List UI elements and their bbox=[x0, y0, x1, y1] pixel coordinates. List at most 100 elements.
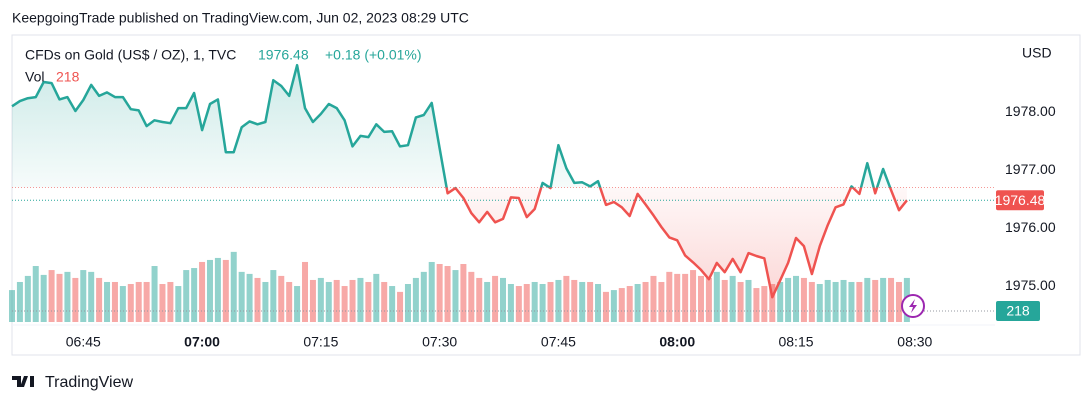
x-tick-label: 07:30 bbox=[422, 334, 457, 350]
volume-bar bbox=[32, 266, 39, 322]
volume-bar bbox=[531, 281, 538, 322]
volume-bar bbox=[515, 286, 522, 322]
volume-bar bbox=[206, 259, 213, 322]
volume-bar bbox=[737, 281, 744, 322]
volume-bar bbox=[167, 281, 174, 322]
volume-bar bbox=[254, 277, 261, 322]
volume-bar bbox=[214, 257, 221, 322]
volume-bar bbox=[420, 271, 427, 322]
volume-bar bbox=[230, 251, 237, 322]
x-tick-label: 07:00 bbox=[184, 334, 220, 350]
volume-bar bbox=[389, 286, 396, 322]
x-tick-label: 08:00 bbox=[659, 334, 695, 350]
x-tick-label: 07:45 bbox=[541, 334, 576, 350]
volume-bar bbox=[500, 277, 506, 322]
volume-bar bbox=[183, 270, 190, 322]
volume-bar bbox=[753, 288, 760, 322]
volume-bar bbox=[64, 271, 71, 322]
volume-bar bbox=[373, 273, 380, 322]
volume-bar bbox=[24, 275, 31, 322]
volume-bar bbox=[507, 284, 514, 322]
volume-bar bbox=[769, 284, 776, 322]
x-tick-label: 07:15 bbox=[303, 334, 338, 350]
volume-bar bbox=[793, 275, 800, 322]
volume-bar bbox=[294, 286, 301, 322]
volume-bar bbox=[674, 273, 681, 322]
volume-bar bbox=[523, 284, 530, 322]
volume-bar bbox=[56, 273, 63, 322]
last-price-badge bbox=[996, 190, 1044, 211]
legend-change: +0.18 (+0.01%) bbox=[325, 47, 422, 63]
volume-bar bbox=[9, 290, 15, 322]
legend-volume-value: 218 bbox=[56, 69, 80, 85]
volume-bar bbox=[539, 284, 546, 322]
volume-bar bbox=[476, 277, 483, 322]
volume-bar bbox=[705, 277, 712, 322]
volume-bar bbox=[80, 270, 87, 322]
volume-bar bbox=[563, 275, 570, 322]
y-tick-label: 1978.00 bbox=[1005, 103, 1056, 119]
volume-bar bbox=[460, 264, 467, 322]
volume-bar bbox=[555, 279, 562, 322]
volume-bar bbox=[151, 266, 158, 322]
volume-bar bbox=[104, 281, 111, 322]
volume-bar bbox=[72, 277, 79, 322]
volume-bar bbox=[713, 271, 720, 322]
x-tick-label: 06:45 bbox=[66, 334, 101, 350]
volume-bar bbox=[286, 281, 293, 322]
volume-bar bbox=[832, 281, 839, 322]
volume-bar bbox=[745, 279, 752, 322]
volume-bar bbox=[341, 286, 348, 322]
volume-bar bbox=[16, 281, 23, 322]
volume-bar bbox=[349, 279, 356, 322]
y-axis-unit: USD bbox=[1022, 45, 1052, 61]
volume-bar bbox=[571, 279, 578, 322]
legend-title: CFDs on Gold (US$ / OZ), 1, TVC bbox=[25, 47, 236, 63]
baseline-fill bbox=[12, 65, 907, 298]
volume-bar bbox=[824, 279, 831, 322]
volume-bar bbox=[302, 261, 309, 322]
volume-bar bbox=[808, 281, 815, 322]
legend-volume-label: Vol bbox=[25, 69, 44, 85]
volume-bar bbox=[96, 277, 103, 322]
volume-bar bbox=[48, 270, 55, 322]
volume-bar bbox=[404, 284, 411, 322]
volume-bar bbox=[626, 286, 633, 322]
volume-bar bbox=[872, 279, 879, 322]
volume-bar bbox=[864, 277, 871, 322]
volume-bar bbox=[135, 281, 142, 322]
volume-bar bbox=[658, 281, 665, 322]
volume-bar bbox=[317, 277, 324, 322]
volume-bar bbox=[119, 286, 126, 322]
volume-bar bbox=[840, 279, 847, 322]
volume-bar bbox=[697, 275, 704, 322]
volume-bar bbox=[309, 279, 316, 322]
volume-bar bbox=[436, 264, 443, 322]
volume-bar bbox=[468, 271, 475, 322]
volume-bar bbox=[729, 275, 736, 322]
x-tick-label: 08:15 bbox=[778, 334, 813, 350]
tradingview-logo: TradingView bbox=[12, 374, 133, 391]
volume-bar bbox=[175, 286, 182, 322]
plot-frame bbox=[11, 34, 1081, 356]
x-tick-label: 08:30 bbox=[897, 334, 932, 350]
price-line bbox=[11, 63, 908, 299]
volume-bar bbox=[333, 279, 340, 322]
volume-bar bbox=[666, 271, 673, 322]
legend-last-price: 1976.48 bbox=[258, 47, 309, 63]
volume-bar bbox=[650, 275, 657, 322]
volume-bar bbox=[357, 277, 364, 322]
volume-bar bbox=[191, 268, 198, 322]
volume-bar bbox=[325, 281, 332, 322]
volume-bar bbox=[888, 277, 895, 322]
volume-bar bbox=[642, 281, 649, 322]
volume-bar bbox=[690, 270, 697, 322]
volume-bar bbox=[634, 284, 641, 322]
alert-icon bbox=[901, 294, 925, 318]
y-tick-label: 1977.00 bbox=[1005, 161, 1056, 177]
volume-bar bbox=[452, 270, 459, 322]
volume-bar bbox=[595, 284, 602, 322]
volume-bar bbox=[579, 281, 586, 322]
volume-bar bbox=[222, 259, 229, 322]
volume-bar bbox=[199, 261, 206, 322]
